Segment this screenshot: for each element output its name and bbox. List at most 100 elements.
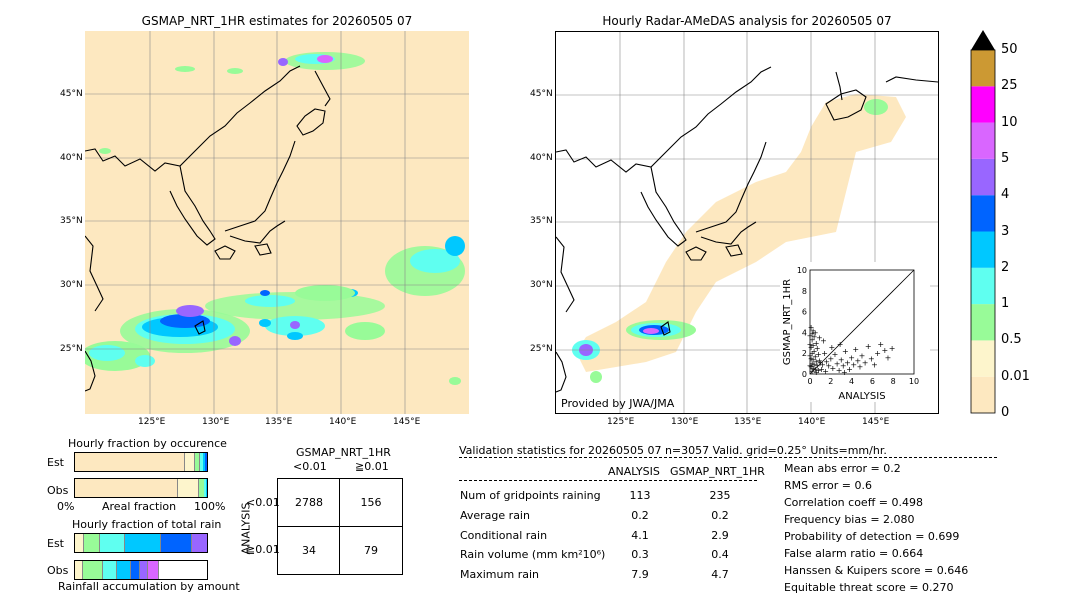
scatter-point: + bbox=[848, 353, 855, 362]
scatter-point: + bbox=[834, 360, 841, 369]
left-map-grid bbox=[85, 31, 469, 414]
left-lon-145: 145°E bbox=[393, 417, 421, 427]
scatter-point: + bbox=[846, 365, 853, 374]
validation-col-analysis: ANALYSIS bbox=[608, 465, 660, 478]
total-rain-est-bar bbox=[74, 533, 208, 553]
scatter-ytick-label: 4 bbox=[802, 328, 807, 337]
scatter-point: + bbox=[885, 353, 892, 362]
validation-divider-top bbox=[459, 457, 997, 458]
scatter-point: + bbox=[813, 358, 820, 367]
right-lat-45: 45°N bbox=[530, 89, 553, 99]
validation-row-label: Conditional rain bbox=[460, 529, 548, 542]
total-rain-obs-empty bbox=[157, 561, 208, 579]
scatter-point: + bbox=[807, 332, 814, 341]
occurrence-obs-seg-0 bbox=[75, 479, 178, 497]
scatter-plot: +++++++++ +++ ++++ +++ +++++ ++++ ++++++++++++… bbox=[782, 266, 919, 402]
scatter-ylabel: GSMAP_NRT_1HR bbox=[782, 279, 793, 365]
scatter-point: + bbox=[889, 344, 896, 353]
colorbar-cell bbox=[971, 231, 995, 268]
scatter-xtick-label: 0 bbox=[807, 377, 812, 386]
scatter-point: + bbox=[840, 362, 847, 371]
left-lat-25: 25°N bbox=[60, 344, 83, 354]
contingency-table: 2788 156 34 79 bbox=[277, 478, 403, 575]
scatter-point: + bbox=[808, 343, 815, 352]
occurrence-est-seg-4 bbox=[203, 453, 206, 471]
score-hk: Hanssen & Kuipers score = 0.646 bbox=[784, 564, 969, 577]
scatter-xticks: 0 2 4 6 8 10 bbox=[807, 377, 919, 386]
scatter-point: + bbox=[815, 366, 822, 375]
total-rain-obs-bar bbox=[74, 560, 208, 580]
left-lon-135: 135°E bbox=[265, 417, 293, 427]
score-frequency-bias: Frequency bias = 2.080 bbox=[784, 513, 915, 526]
scatter-ytick-label: 2 bbox=[802, 349, 807, 358]
scatter-point: + bbox=[828, 343, 835, 352]
scatter-point: + bbox=[821, 349, 828, 358]
scatter-point: + bbox=[874, 349, 881, 358]
scatter-point: + bbox=[809, 349, 816, 358]
scatter-point: + bbox=[832, 350, 839, 359]
scatter-point: + bbox=[808, 323, 815, 332]
contingency-col-ge: ≧0.01 bbox=[355, 460, 389, 473]
scatter-point: + bbox=[813, 339, 820, 348]
scatter-point: + bbox=[836, 366, 843, 375]
colorbar-cell bbox=[971, 50, 995, 87]
scatter-point: + bbox=[877, 340, 884, 349]
left-map-coastline bbox=[84, 65, 331, 392]
colorbar-cell bbox=[971, 304, 995, 341]
scatter-point: + bbox=[809, 336, 816, 345]
scatter-point: + bbox=[825, 362, 832, 371]
colorbar-level-label: 2 bbox=[1001, 259, 1010, 275]
validation-row-analysis: 113 bbox=[629, 489, 651, 502]
scatter-point: + bbox=[811, 347, 818, 356]
scatter-point: + bbox=[819, 361, 826, 370]
scatter-point: + bbox=[811, 333, 818, 342]
colorbar-cell bbox=[971, 86, 995, 123]
occurrence-est-seg-0 bbox=[75, 453, 185, 471]
left-lat-35: 35°N bbox=[60, 216, 83, 226]
colorbar-level-label: 0 bbox=[1001, 405, 1010, 420]
left-lon-130: 130°E bbox=[202, 417, 230, 427]
left-map-rain-patches bbox=[80, 52, 465, 385]
scatter-point: + bbox=[827, 354, 834, 363]
total-rain-obs-seg-1 bbox=[82, 561, 103, 579]
scatter-point: + bbox=[809, 360, 816, 369]
scatter-point: + bbox=[810, 341, 817, 350]
scatter-point: + bbox=[809, 329, 816, 338]
validation-row-gsmap: 235 bbox=[709, 489, 731, 502]
occurrence-est-seg-2 bbox=[194, 453, 200, 471]
scatter-xtick-label: 8 bbox=[891, 377, 896, 386]
score-mean-abs-error: Mean abs error = 0.2 bbox=[784, 462, 901, 475]
validation-row-analysis: 0.3 bbox=[631, 548, 649, 561]
contingency-cell-a: 2788 bbox=[295, 496, 323, 509]
colorbar-extend-triangle bbox=[971, 30, 995, 50]
colorbar-level-label: 4 bbox=[1001, 187, 1010, 203]
scatter-xtick-label: 10 bbox=[909, 377, 919, 386]
scatter-point: + bbox=[814, 344, 821, 353]
occurrence-est-bar bbox=[74, 452, 208, 472]
validation-row-label: Maximum rain bbox=[460, 568, 539, 581]
total-rain-est-seg-4 bbox=[159, 534, 191, 552]
scatter-point: + bbox=[815, 350, 822, 359]
scatter-point: + bbox=[830, 364, 837, 373]
validation-row-gsmap: 4.7 bbox=[711, 568, 729, 581]
score-ets: Equitable threat score = 0.270 bbox=[784, 581, 954, 594]
scatter-point: + bbox=[807, 351, 814, 360]
contingency-row-ge: ≧0.01 bbox=[246, 543, 280, 556]
colorbar-cell bbox=[971, 267, 995, 305]
total-rain-obs-seg-5 bbox=[138, 561, 148, 579]
scatter-point: + bbox=[816, 334, 823, 343]
right-lon-125: 125°E bbox=[607, 417, 635, 427]
scatter-ytick-label: 8 bbox=[802, 287, 807, 296]
right-lon-130: 130°E bbox=[671, 417, 699, 427]
left-lon-140: 140°E bbox=[329, 417, 357, 427]
total-rain-est-label: Est bbox=[47, 537, 64, 550]
scatter-point: + bbox=[842, 347, 849, 356]
scatter-yticks: 0 2 4 6 8 10 bbox=[797, 266, 807, 379]
occurrence-est-seg-5 bbox=[205, 453, 208, 471]
right-lat-25: 25°N bbox=[530, 344, 553, 354]
occurrence-title: Hourly fraction by occurence bbox=[68, 437, 227, 450]
scatter-xlabel: ANALYSIS bbox=[838, 391, 885, 402]
colorbar-level-label: 0.01 bbox=[1001, 368, 1030, 384]
scatter-point: + bbox=[813, 368, 820, 377]
scatter-point: + bbox=[865, 342, 872, 351]
